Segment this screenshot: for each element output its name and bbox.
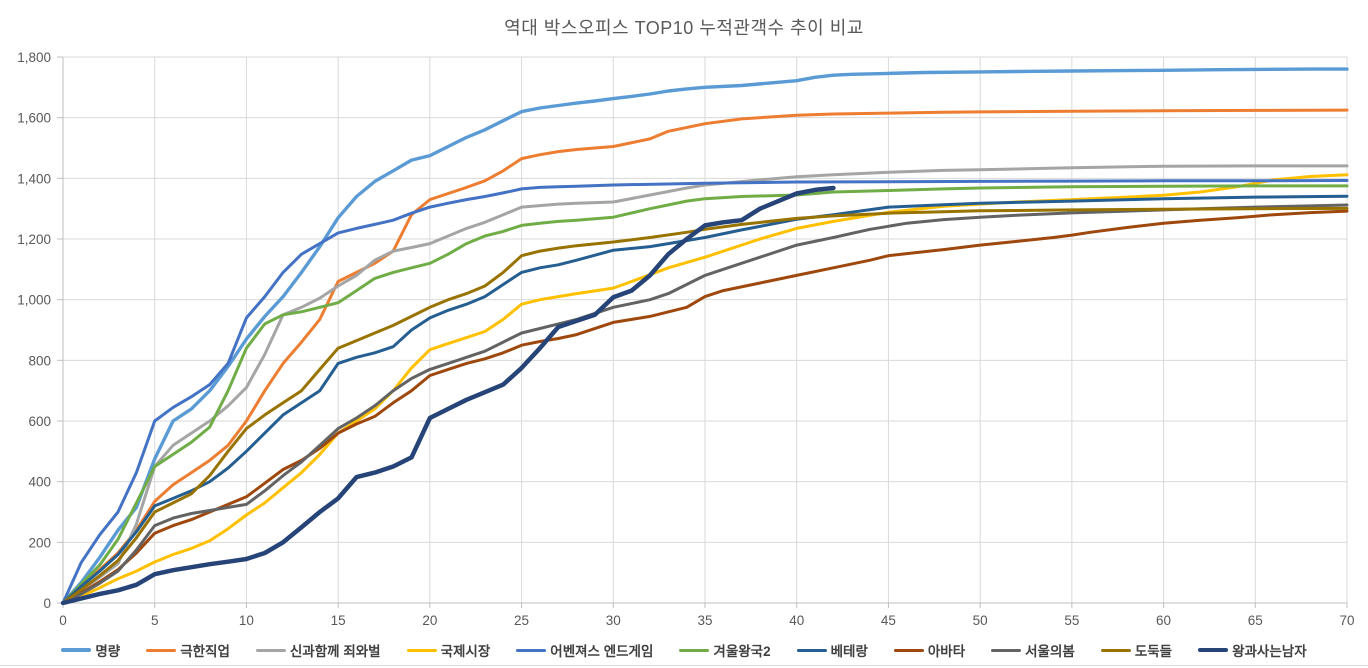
legend-label: 서울의봄 <box>1025 644 1075 659</box>
y-tick-label: 1,400 <box>17 171 51 186</box>
legend-item-10[interactable]: 왕과사는남자 <box>1198 640 1307 660</box>
legend-label: 극한직업 <box>180 644 230 659</box>
x-tick-label: 35 <box>697 613 712 628</box>
series-line-0 <box>61 67 1349 605</box>
legend-item-4[interactable]: 어벤져스 엔드게임 <box>516 640 653 660</box>
y-tick-label: 400 <box>28 475 51 490</box>
legend-item-7[interactable]: 아바타 <box>893 640 966 660</box>
chart-title: 역대 박스오피스 TOP10 누적관객수 추이 비교 <box>504 18 864 38</box>
series-line-4 <box>61 179 1349 605</box>
x-tick-label: 45 <box>881 613 896 628</box>
x-tick-label: 55 <box>1064 613 1079 628</box>
legend-label: 왕과사는남자 <box>1232 644 1307 659</box>
legend-label: 도둑들 <box>1134 644 1173 659</box>
bottom-divider <box>0 665 1368 666</box>
legend-item-3[interactable]: 국제시장 <box>406 640 491 660</box>
y-tick-label: 1,200 <box>17 232 51 247</box>
series-line-2 <box>61 164 1349 605</box>
legend-line-icon <box>1100 648 1131 652</box>
legend-line-icon <box>679 648 710 652</box>
legend-line-icon <box>516 648 547 652</box>
legend-item-0[interactable]: 명량 <box>61 640 120 660</box>
y-tick-label: 1,000 <box>17 293 51 308</box>
y-tick-label: 600 <box>28 414 51 429</box>
legend-item-2[interactable]: 신과함께 죄와벌 <box>255 640 381 660</box>
legend-line-icon <box>1198 647 1229 653</box>
x-tick-label: 5 <box>151 613 159 628</box>
x-tick-label: 0 <box>59 613 67 628</box>
legend-line-icon <box>255 648 286 652</box>
x-tick-label: 70 <box>1339 613 1354 628</box>
y-tick-label: 800 <box>28 353 51 368</box>
series-line-10 <box>60 185 836 606</box>
legend-line-icon <box>146 648 177 652</box>
series-line-8 <box>61 203 1349 605</box>
legend-line-icon <box>893 648 924 652</box>
legend-item-9[interactable]: 도둑들 <box>1100 640 1173 660</box>
series-line-1 <box>61 108 1349 605</box>
x-tick-label: 30 <box>606 613 621 628</box>
y-tick-label: 0 <box>43 596 51 611</box>
legend-item-5[interactable]: 겨울왕국2 <box>679 640 771 660</box>
x-tick-label: 60 <box>1156 613 1171 628</box>
legend-label: 국제시장 <box>440 644 491 659</box>
x-tick-label: 20 <box>422 613 437 628</box>
legend-label: 어벤져스 엔드게임 <box>550 644 654 659</box>
legend-line-icon <box>796 648 827 652</box>
x-tick-label: 15 <box>331 613 346 628</box>
x-tick-label: 40 <box>789 613 804 628</box>
legend-label: 아바타 <box>927 644 966 659</box>
legend-label: 명량 <box>95 644 121 659</box>
x-tick-label: 65 <box>1248 613 1263 628</box>
series-line-5 <box>61 184 1349 605</box>
legend-item-1[interactable]: 극한직업 <box>146 640 230 660</box>
x-tick-label: 25 <box>514 613 529 628</box>
legend-line-icon <box>61 648 92 652</box>
chart-legend: 명량 극한직업 신과함께 죄와벌 국제시장 어벤져스 엔드게임 겨울왕국2 베테랑 아바타 서울… <box>0 640 1368 660</box>
y-tick-label: 1,600 <box>17 111 51 126</box>
legend-label: 겨울왕국2 <box>713 644 771 659</box>
plot-area: 0 200 400 600 800 1,000 1,200 1,400 1,600 1,800 0 5… <box>17 50 1354 628</box>
legend-line-icon <box>991 648 1022 652</box>
x-tick-label: 50 <box>973 613 988 628</box>
series-line-9 <box>61 206 1349 605</box>
legend-label: 신과함께 죄와벌 <box>289 644 381 659</box>
legend-item-6[interactable]: 베테랑 <box>796 640 868 660</box>
legend-item-8[interactable]: 서울의봄 <box>991 640 1075 660</box>
x-tick-label: 10 <box>239 613 254 628</box>
y-tick-label: 1,800 <box>17 50 51 65</box>
legend-label: 베테랑 <box>830 644 868 659</box>
y-tick-label: 200 <box>28 535 51 550</box>
legend-line-icon <box>406 648 437 652</box>
